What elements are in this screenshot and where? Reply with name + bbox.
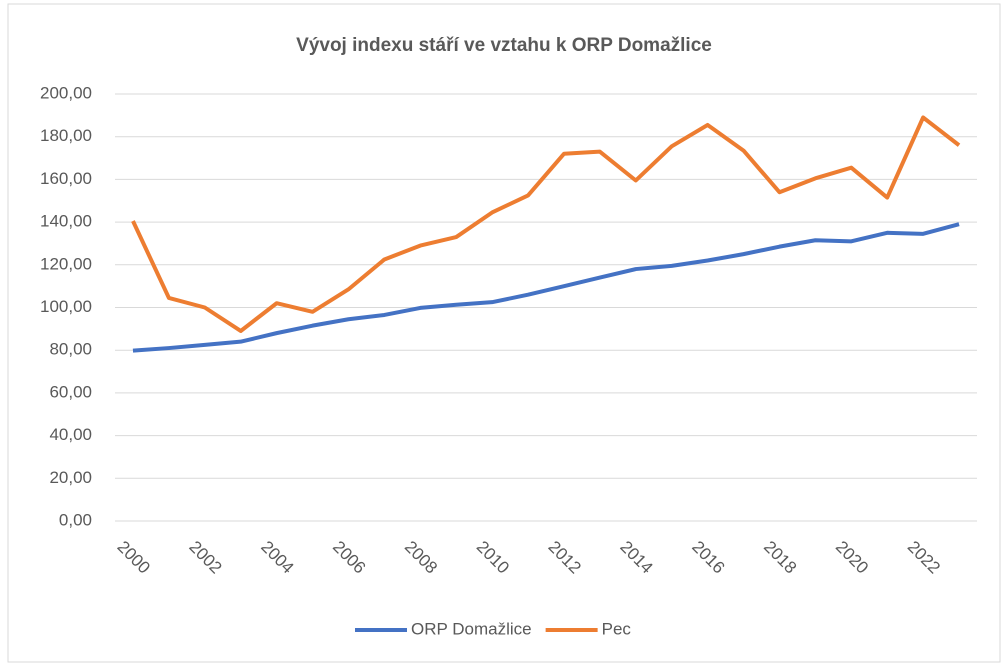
y-tick-label: 160,00 bbox=[40, 169, 92, 188]
legend-label: Pec bbox=[602, 619, 632, 638]
y-tick-label: 60,00 bbox=[49, 382, 92, 401]
legend-label: ORP Domažlice bbox=[411, 619, 532, 638]
y-tick-label: 200,00 bbox=[40, 83, 92, 102]
y-tick-label: 20,00 bbox=[49, 468, 92, 487]
y-tick-label: 180,00 bbox=[40, 126, 92, 145]
y-tick-label: 140,00 bbox=[40, 212, 92, 231]
y-tick-label: 80,00 bbox=[49, 340, 92, 359]
line-series bbox=[131, 115, 961, 333]
y-tick-label: 120,00 bbox=[40, 254, 92, 273]
y-tick-label: 0,00 bbox=[59, 510, 92, 529]
chart-title: Vývoj indexu stáří ve vztahu k ORP Domaž… bbox=[296, 35, 712, 56]
y-tick-label: 100,00 bbox=[40, 297, 92, 316]
chart-border bbox=[7, 3, 1001, 663]
line-series bbox=[132, 222, 960, 353]
y-tick-label: 40,00 bbox=[49, 425, 92, 444]
